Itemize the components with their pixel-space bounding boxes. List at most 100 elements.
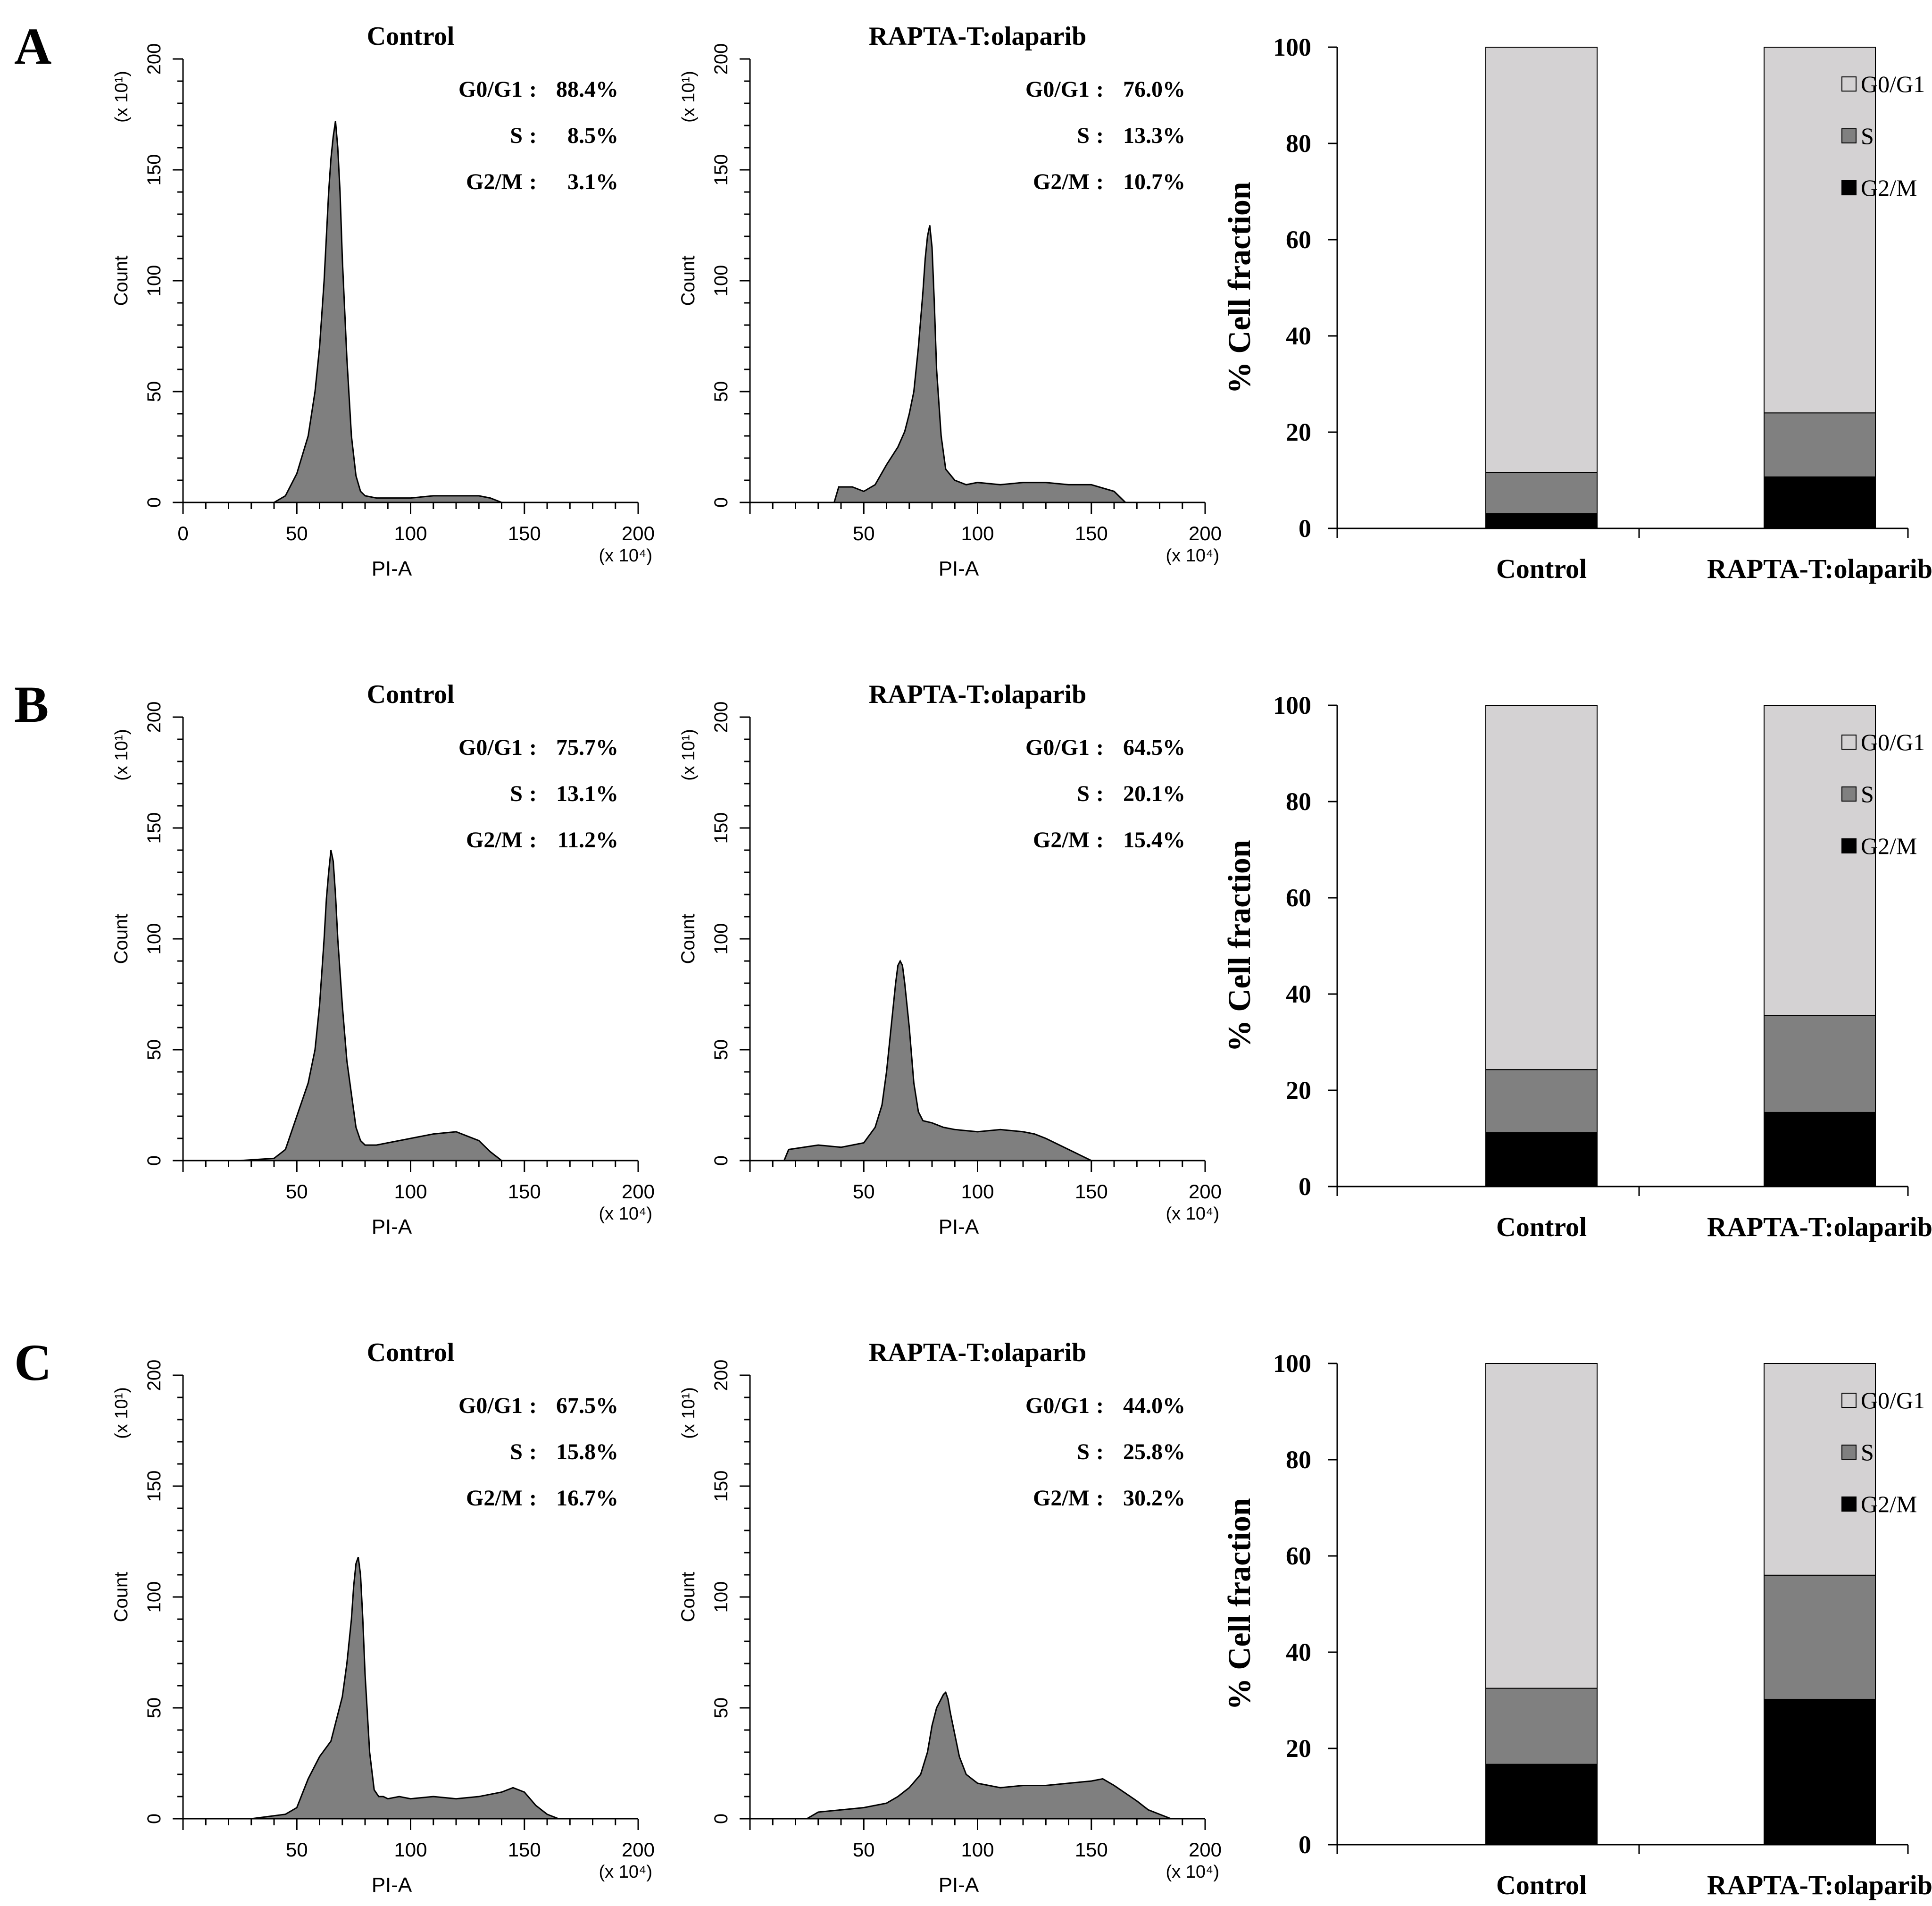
x-multiplier: (x 10⁴): [1166, 546, 1219, 566]
stat-value: 20.1%: [1123, 781, 1185, 806]
stat-separator: :: [529, 828, 537, 853]
stat-separator: :: [1096, 828, 1104, 853]
x-tick-label: 200: [622, 1839, 655, 1861]
y-tick-label: 0: [144, 1155, 165, 1166]
x-tick-label: 200: [622, 522, 655, 544]
bar-y-tick-label: 60: [1286, 1542, 1311, 1570]
panel-label: C: [14, 1334, 51, 1391]
x-tick-label: 50: [853, 522, 875, 544]
x-tick-label: 200: [1189, 1839, 1222, 1861]
y-tick-label: 50: [711, 1697, 732, 1719]
x-tick-label: 50: [286, 1180, 308, 1203]
stat-separator: :: [529, 1439, 537, 1464]
x-tick-label: 150: [1075, 522, 1108, 544]
x-tick-label: 150: [508, 522, 541, 544]
x-tick-label: 200: [1189, 1180, 1222, 1203]
bar-category-label: Control: [1496, 1870, 1587, 1900]
stat-separator: :: [529, 1486, 537, 1511]
bar-category-label: RAPTA-T:olaparib: [1707, 1870, 1932, 1900]
stat-value: 75.7%: [556, 735, 618, 760]
bar-segment-g0-g1: [1485, 47, 1598, 473]
y-tick-label: 100: [144, 923, 165, 955]
y-tick-label: 100: [711, 265, 732, 297]
histogram-control: Control 0 50 100 150 200 50 100 150 200 Count PI-A (…: [111, 680, 655, 1238]
histogram-area: [240, 850, 504, 1162]
y-tick-label: 100: [711, 1581, 732, 1613]
legend-label: G2/M: [1861, 833, 1917, 859]
y-tick-label: 150: [711, 812, 732, 844]
x-tick-label: 150: [1075, 1839, 1108, 1861]
stat-phase: G0/G1: [1025, 1393, 1090, 1418]
x-tick-label: 0: [177, 522, 188, 544]
x-axis-label: PI-A: [372, 557, 412, 580]
stat-value: 44.0%: [1123, 1393, 1185, 1418]
histogram-area: [833, 225, 1127, 503]
y-tick-label: 50: [144, 1697, 165, 1719]
x-tick-label: 200: [1189, 522, 1222, 544]
stat-value: 15.4%: [1123, 828, 1185, 853]
y-tick-label: 200: [711, 43, 732, 75]
panel-label: B: [14, 676, 49, 733]
stat-separator: :: [529, 169, 537, 194]
bar-segment-s: [1485, 1688, 1598, 1765]
bar-y-tick-label: 80: [1286, 787, 1311, 816]
bar-y-tick-label: 20: [1286, 1734, 1311, 1763]
histogram-title: Control: [367, 22, 455, 51]
stat-value: 25.8%: [1123, 1439, 1185, 1464]
x-tick-label: 100: [961, 522, 994, 544]
bar-segment-g2-m: [1764, 1698, 1876, 1845]
bar-y-tick-label: 20: [1286, 418, 1311, 446]
stat-phase: S: [510, 123, 523, 148]
legend-label: S: [1861, 781, 1874, 807]
histogram-area: [251, 1556, 559, 1820]
y-tick-label: 150: [144, 1471, 165, 1502]
histogram-title: RAPTA-T:olaparib: [869, 1338, 1086, 1367]
bar-segment-s: [1764, 1574, 1876, 1700]
y-multiplier: (x 10¹): [679, 1387, 699, 1439]
stat-separator: :: [1096, 77, 1104, 102]
stat-value: 67.5%: [556, 1393, 618, 1418]
y-tick-label: 150: [711, 1471, 732, 1502]
stat-phase: S: [1077, 1439, 1090, 1464]
stat-phase: G0/G1: [1025, 77, 1090, 102]
stat-phase: G2/M: [466, 169, 523, 194]
x-tick-label: 100: [394, 1180, 427, 1203]
y-tick-label: 200: [144, 43, 165, 75]
histogram-title: Control: [367, 680, 455, 709]
x-tick-label: 50: [286, 522, 308, 544]
legend-swatch: [1841, 838, 1857, 853]
stat-phase: G2/M: [1033, 1486, 1090, 1511]
stat-separator: :: [1096, 735, 1104, 760]
histogram-title: RAPTA-T:olaparib: [869, 680, 1086, 709]
legend-swatch: [1841, 1393, 1857, 1408]
y-multiplier: (x 10¹): [112, 729, 132, 781]
legend-label: S: [1861, 123, 1874, 149]
bar-segment-g0-g1: [1485, 1363, 1598, 1689]
bar-y-tick-label: 100: [1273, 691, 1311, 719]
legend-swatch: [1841, 128, 1857, 143]
y-tick-label: 150: [711, 154, 732, 186]
stat-value: 15.8%: [556, 1439, 618, 1464]
legend-label: G2/M: [1861, 175, 1917, 201]
stat-value: 13.1%: [556, 781, 618, 806]
x-tick-label: 150: [1075, 1180, 1108, 1203]
stat-phase: G0/G1: [458, 1393, 523, 1418]
x-axis-label: PI-A: [939, 557, 979, 580]
bar-y-axis-label: % Cell fraction: [1221, 182, 1257, 393]
stat-phase: G2/M: [1033, 169, 1090, 194]
y-tick-label: 50: [711, 381, 732, 402]
y-tick-label: 200: [711, 702, 732, 733]
stat-separator: :: [529, 77, 537, 102]
y-axis-label: Count: [678, 1572, 699, 1622]
histogram-control: Control 0 50 100 150 200 0 50 100 150 200 Count PI-A…: [111, 22, 655, 580]
stat-phase: G2/M: [466, 1486, 523, 1511]
y-tick-label: 150: [144, 812, 165, 844]
legend-label: G0/G1: [1861, 1387, 1925, 1413]
stacked-bar-chart: 0 20 40 60 80 100 % Cell fraction Control RAPTA-…: [1221, 691, 1932, 1242]
histogram-title: RAPTA-T:olaparib: [869, 22, 1086, 51]
stat-separator: :: [529, 735, 537, 760]
x-tick-label: 50: [853, 1839, 875, 1861]
